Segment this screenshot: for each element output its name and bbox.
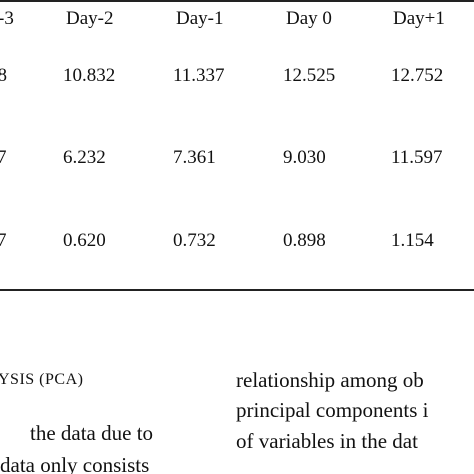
- header-cell: Day-1: [176, 8, 224, 29]
- table-cell: 0.898: [283, 230, 326, 251]
- header-cell: Day 0: [286, 8, 332, 29]
- body-text: relationship among ob: [236, 368, 424, 392]
- table-cell: 12.525: [283, 65, 336, 86]
- header-cell: Day+1: [393, 8, 445, 29]
- table-cell: 7.361: [173, 147, 216, 168]
- bottom-rule: [0, 289, 474, 291]
- body-text: data only consists: [0, 453, 150, 474]
- table-cell: 7: [0, 230, 7, 251]
- header-cell: Day-2: [66, 8, 114, 29]
- top-rule: [0, 0, 474, 2]
- table-cell: 11.337: [173, 65, 225, 86]
- table-cell: 1.154: [391, 230, 434, 251]
- body-text: principal components i: [236, 398, 429, 422]
- table-cell: 0.732: [173, 230, 216, 251]
- table-cell: 10.832: [63, 65, 116, 86]
- table-cell: 12.752: [391, 65, 444, 86]
- table-cell: 38: [0, 65, 7, 86]
- table-cell: 11.597: [391, 147, 443, 168]
- header-cell: -3: [0, 8, 14, 29]
- table-cell: 9.030: [283, 147, 326, 168]
- table-cell: 7: [0, 147, 7, 168]
- body-text: the data due to: [30, 421, 154, 445]
- body-text: of variables in the dat: [236, 429, 418, 453]
- section-heading: YSIS (PCA): [0, 371, 84, 388]
- table-cell: 6.232: [63, 147, 106, 168]
- table-cell: 0.620: [63, 230, 106, 251]
